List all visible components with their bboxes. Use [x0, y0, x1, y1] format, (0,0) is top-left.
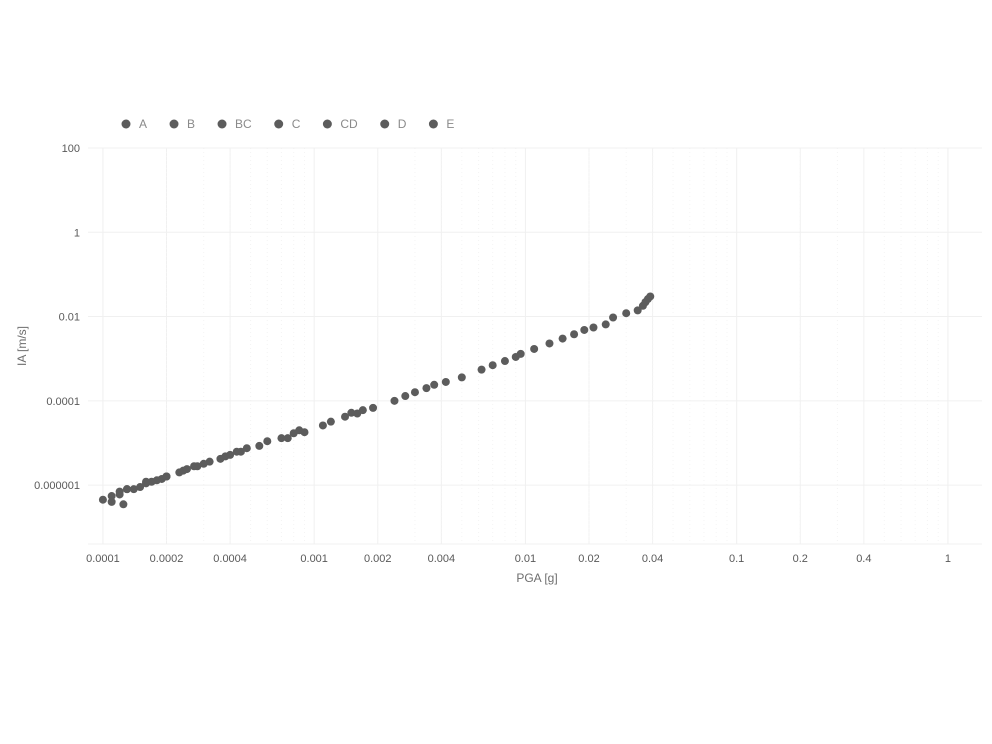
legend-marker [121, 119, 131, 129]
data-point [129, 485, 138, 494]
grid-lines [88, 147, 982, 545]
legend-marker [322, 119, 332, 129]
data-point [107, 497, 116, 506]
x-tick-label: 0.2 [793, 553, 808, 565]
data-point [646, 292, 655, 301]
data-point [410, 388, 419, 397]
data-point [390, 396, 399, 405]
data-point [115, 487, 124, 496]
legend-marker [217, 119, 227, 129]
data-point [283, 434, 292, 443]
x-tick-label: 0.001 [300, 553, 328, 565]
data-point [136, 483, 145, 492]
data-point [162, 472, 171, 481]
data-point [122, 485, 131, 494]
legend-marker [380, 119, 390, 129]
legend-label: B [187, 117, 195, 131]
series-e [119, 292, 655, 509]
legend-marker [274, 119, 284, 129]
data-point [369, 403, 378, 412]
data-point [175, 468, 184, 477]
data-point [107, 492, 116, 501]
data-point [430, 380, 439, 389]
data-point [589, 323, 598, 332]
legend-label: BC [235, 117, 252, 131]
x-tick-label: 0.1 [729, 553, 744, 565]
data-point [190, 462, 199, 471]
legend-label: CD [340, 117, 358, 131]
data-point [570, 330, 579, 339]
y-tick-label: 0.01 [59, 312, 80, 324]
data-points [98, 292, 655, 509]
legend-label: C [292, 117, 301, 131]
data-point [488, 361, 497, 370]
data-point [422, 384, 431, 393]
x-tick-label: 0.0001 [86, 553, 120, 565]
series-d [122, 295, 652, 494]
data-point [242, 444, 251, 453]
data-point [558, 334, 567, 343]
series-cd [115, 298, 650, 496]
data-point [457, 373, 466, 382]
x-tick-label: 0.0004 [213, 553, 247, 565]
y-axis-ticks: 100 1 0.01 0.0001 0.000001 [34, 143, 80, 492]
data-point [516, 349, 525, 358]
x-axis-ticks: 0.0001 0.0002 0.0004 0.001 0.002 0.004 0.01 0.0… [86, 553, 951, 565]
legend-marker [428, 119, 438, 129]
x-tick-label: 1 [945, 553, 951, 565]
data-point [216, 454, 225, 463]
x-axis-title: PGA [g] [516, 571, 557, 585]
data-point [500, 357, 509, 366]
x-tick-label: 0.004 [428, 553, 456, 565]
data-point [622, 309, 631, 318]
data-point [477, 365, 486, 374]
legend-marker [169, 119, 179, 129]
x-tick-label: 0.0002 [150, 553, 184, 565]
data-point [263, 437, 272, 446]
x-tick-label: 0.01 [515, 553, 536, 565]
data-point [226, 450, 235, 459]
x-tick-label: 0.04 [642, 553, 663, 565]
data-point [609, 313, 618, 322]
y-tick-label: 100 [62, 143, 80, 155]
y-axis-title: IA [m/s] [15, 326, 29, 366]
legend-label: D [398, 117, 407, 131]
data-point [580, 325, 589, 334]
data-point [199, 459, 208, 468]
data-point [401, 392, 410, 401]
series-c [107, 301, 647, 506]
data-point [119, 500, 128, 509]
y-tick-label: 0.0001 [46, 396, 80, 408]
data-point [98, 495, 107, 504]
x-tick-label: 0.4 [856, 553, 871, 565]
x-tick-label: 0.02 [578, 553, 599, 565]
data-point [152, 476, 161, 485]
data-point [633, 306, 642, 315]
data-point [441, 377, 450, 386]
data-point [347, 408, 356, 417]
data-point [255, 441, 264, 450]
data-point [277, 434, 286, 443]
data-point [182, 465, 191, 474]
y-tick-label: 0.000001 [34, 480, 80, 492]
data-point [358, 406, 367, 415]
data-point [341, 412, 350, 421]
data-point [295, 426, 304, 435]
y-tick-label: 1 [74, 227, 80, 239]
data-point [326, 417, 335, 426]
data-point [601, 320, 610, 329]
data-point [318, 421, 327, 430]
data-point [530, 344, 539, 353]
data-point [232, 447, 241, 456]
x-tick-label: 0.002 [364, 553, 392, 565]
legend-label: E [446, 117, 454, 131]
legend-label: A [139, 117, 147, 131]
data-point [545, 339, 554, 348]
legend: A B BC C CD D E [121, 117, 454, 131]
